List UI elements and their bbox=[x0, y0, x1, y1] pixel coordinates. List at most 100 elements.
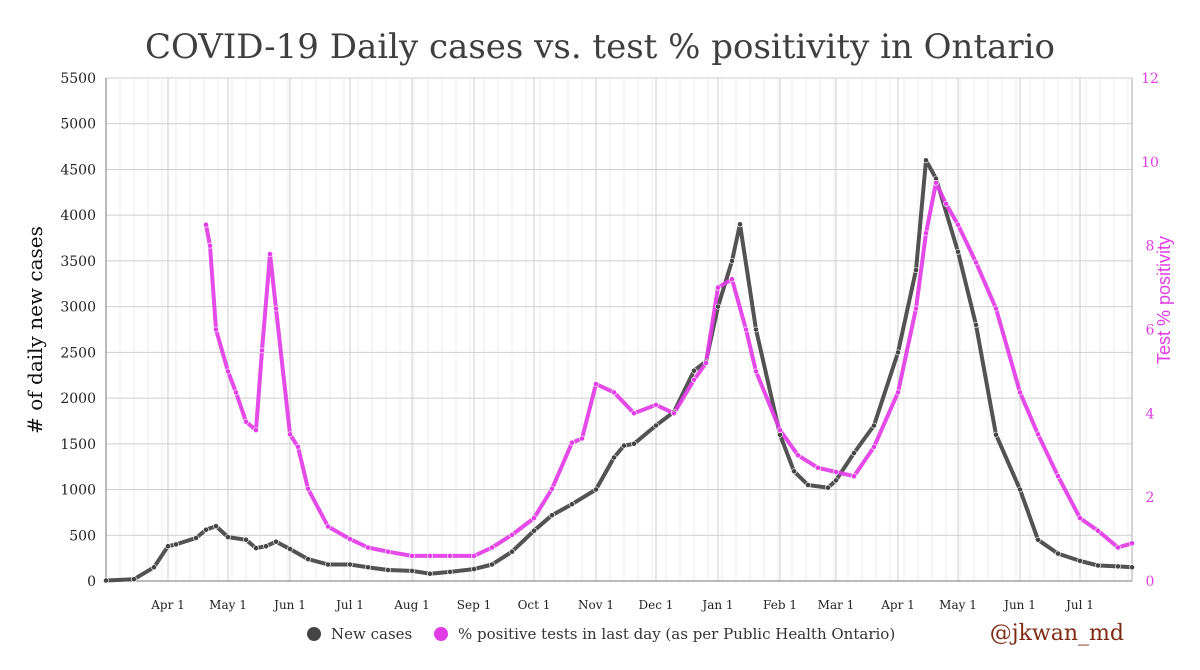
left-tick-label: 5500 bbox=[60, 71, 96, 87]
right-tick-label: 8 bbox=[1146, 239, 1155, 255]
new-cases-point bbox=[569, 501, 575, 508]
right-axis-label: Test % positivity bbox=[1154, 236, 1174, 364]
new-cases-point bbox=[653, 422, 659, 429]
new-cases-point bbox=[427, 570, 433, 577]
new-cases-point bbox=[365, 564, 371, 571]
new-cases-point bbox=[1115, 563, 1121, 570]
positivity-point bbox=[213, 326, 219, 333]
new-cases-point bbox=[287, 546, 293, 552]
x-tick-label: Mar 1 bbox=[818, 598, 855, 612]
positivity-point bbox=[955, 221, 961, 228]
new-cases-point bbox=[165, 543, 171, 550]
legend-new-cases-label: New cases bbox=[331, 625, 412, 643]
positivity-point bbox=[993, 305, 999, 312]
positivity-point bbox=[795, 452, 801, 459]
new-cases-point bbox=[923, 157, 929, 164]
positivity-point bbox=[933, 179, 939, 186]
new-cases-points bbox=[103, 157, 1135, 584]
positivity-point bbox=[777, 427, 783, 433]
positivity-point bbox=[549, 485, 555, 492]
positivity-point bbox=[509, 532, 515, 538]
new-cases-point bbox=[325, 561, 331, 568]
positivity-point bbox=[273, 305, 279, 312]
x-tick-label: Dec 1 bbox=[639, 598, 674, 612]
new-cases-point bbox=[1017, 486, 1023, 493]
left-tick-label: 3000 bbox=[60, 300, 96, 316]
major-grid bbox=[105, 77, 1133, 582]
right-tick-label: 2 bbox=[1146, 490, 1155, 506]
positivity-point bbox=[325, 523, 331, 530]
new-cases-point bbox=[913, 267, 919, 273]
left-tick-label: 2500 bbox=[60, 345, 96, 361]
new-cases-point bbox=[621, 442, 627, 449]
right-tick-label: 6 bbox=[1146, 323, 1155, 339]
positivity-point bbox=[489, 544, 495, 551]
new-cases-point bbox=[833, 477, 839, 484]
x-tick-label: Feb 1 bbox=[763, 598, 797, 612]
right-tick-label: 12 bbox=[1141, 71, 1159, 87]
new-cases-point bbox=[753, 326, 759, 333]
left-tick-label: 1000 bbox=[60, 483, 96, 499]
new-cases-point bbox=[489, 561, 495, 568]
positivity-point bbox=[427, 553, 433, 559]
new-cases-point bbox=[203, 526, 209, 533]
new-cases-point bbox=[1055, 550, 1061, 557]
x-tick-label: Oct 1 bbox=[518, 598, 551, 612]
positivity-point bbox=[671, 410, 677, 417]
right-tick-label: 10 bbox=[1141, 155, 1159, 171]
positivity-point bbox=[579, 435, 585, 442]
new-cases-point bbox=[1077, 558, 1083, 564]
right-tick-label: 0 bbox=[1146, 574, 1155, 590]
new-cases-point bbox=[549, 512, 555, 519]
positivity-point bbox=[593, 381, 599, 387]
new-cases-point bbox=[955, 248, 961, 255]
new-cases-point bbox=[531, 527, 537, 534]
new-cases-point bbox=[1129, 564, 1135, 571]
left-axis-label: # of daily new cases bbox=[23, 226, 47, 434]
positivity-point bbox=[203, 221, 209, 228]
positivity-points bbox=[203, 179, 1135, 559]
positivity-point bbox=[287, 431, 293, 438]
new-cases-point bbox=[973, 321, 979, 328]
positivity-point bbox=[531, 515, 537, 521]
positivity-point bbox=[207, 242, 213, 249]
x-tick-label: May 1 bbox=[209, 598, 247, 612]
positivity-point bbox=[1077, 515, 1083, 521]
new-cases-point bbox=[213, 523, 219, 529]
positivity-point bbox=[295, 443, 301, 450]
new-cases-point bbox=[593, 486, 599, 493]
positivity-point bbox=[365, 544, 371, 551]
x-tick-label: Apr 1 bbox=[150, 598, 185, 612]
positivity-point bbox=[743, 326, 749, 333]
legend: New cases % positive tests in last day (… bbox=[307, 625, 895, 643]
positivity-point bbox=[871, 443, 877, 450]
new-cases-point bbox=[173, 541, 179, 548]
positivity-point bbox=[347, 536, 353, 542]
new-cases-point bbox=[471, 566, 477, 572]
legend-positivity-label: % positive tests in last day (as per Pub… bbox=[458, 625, 895, 643]
positivity-point bbox=[233, 389, 239, 396]
positivity-point bbox=[913, 305, 919, 312]
positivity-point bbox=[1095, 527, 1101, 534]
x-tick-label: Jul 1 bbox=[334, 598, 364, 612]
positivity-point bbox=[833, 469, 839, 475]
positivity-point bbox=[225, 368, 231, 375]
new-cases-point bbox=[103, 577, 109, 584]
x-tick-label: Jun 1 bbox=[272, 598, 306, 612]
new-cases-point bbox=[791, 468, 797, 475]
positivity-point bbox=[729, 276, 735, 283]
chart-title: COVID-19 Daily cases vs. test % positivi… bbox=[145, 27, 1055, 67]
x-tick-label: Jul 1 bbox=[1064, 598, 1094, 612]
positivity-point bbox=[471, 553, 477, 559]
x-axis: Apr 1 May 1 Jun 1 Jul 1 Aug 1 Sep 1 Oct 1 Nov 1… bbox=[150, 598, 1094, 612]
positivity-point bbox=[1035, 431, 1041, 438]
new-cases-point bbox=[305, 556, 311, 562]
positivity-point bbox=[691, 376, 697, 383]
positivity-point bbox=[1055, 473, 1061, 480]
positivity-point bbox=[1115, 544, 1121, 551]
positivity-point bbox=[895, 389, 901, 396]
positivity-point bbox=[1129, 540, 1135, 547]
new-cases-point bbox=[447, 569, 453, 575]
positivity-point bbox=[267, 251, 273, 257]
new-cases-point bbox=[611, 454, 617, 461]
